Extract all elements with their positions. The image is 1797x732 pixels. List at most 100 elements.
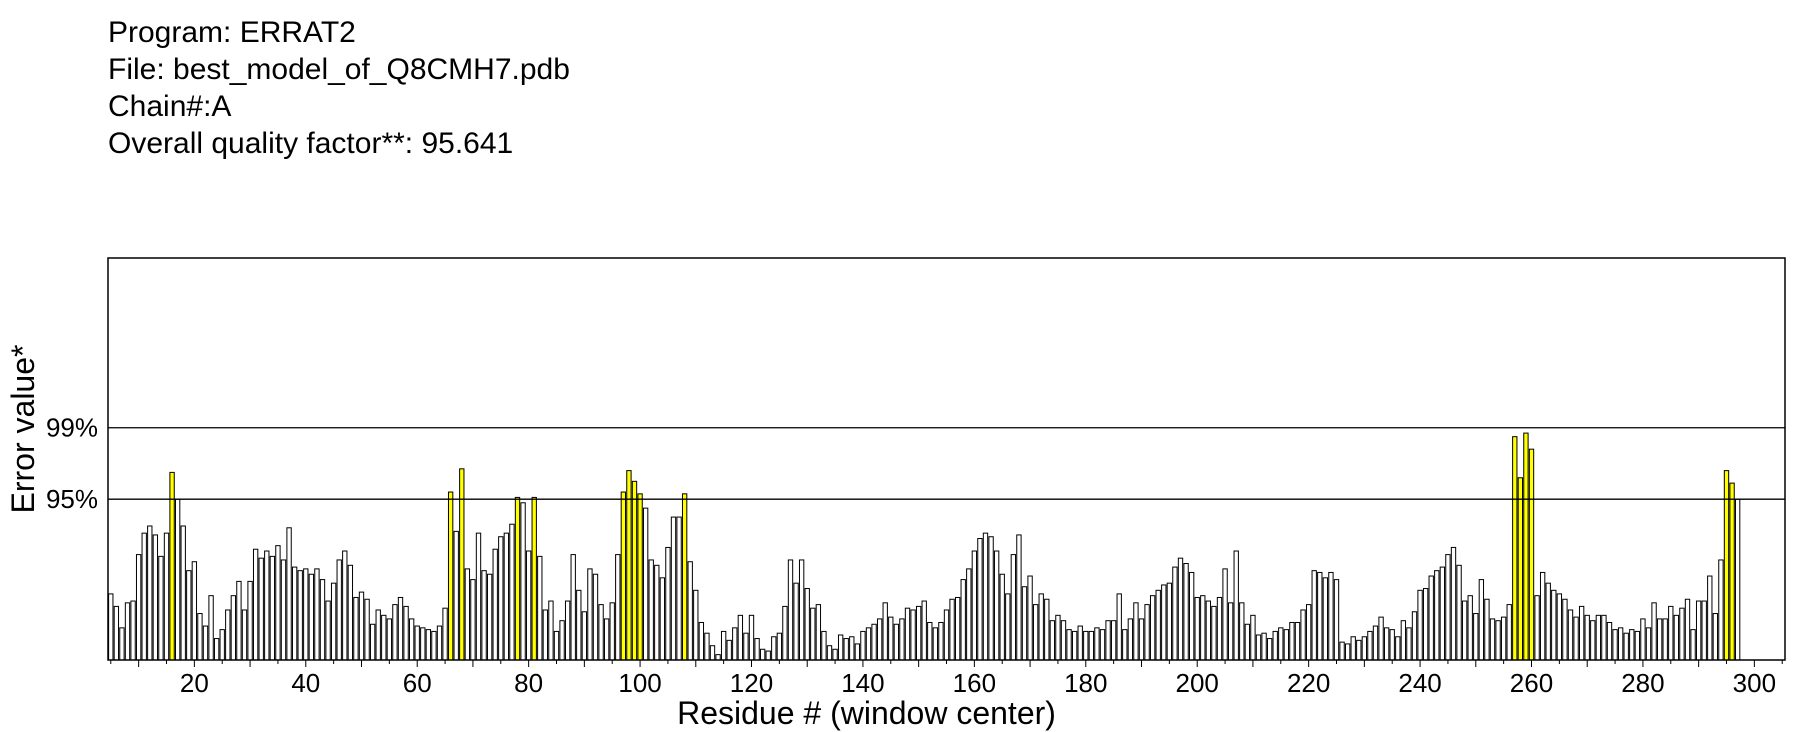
bar-residue-185 xyxy=(1110,620,1117,661)
bar-residue-221 xyxy=(1311,570,1317,661)
bar-residue-69 xyxy=(464,568,471,661)
bar-residue-126 xyxy=(782,605,788,661)
bar-residue-35 xyxy=(275,545,281,661)
x-tick-label-280: 280 xyxy=(1621,668,1664,698)
bar-residue-30 xyxy=(247,580,253,661)
bar-residue-101 xyxy=(642,507,649,661)
bar-residue-176 xyxy=(1060,620,1067,661)
bar-residue-41 xyxy=(308,573,315,661)
report-header: Program: ERRAT2 File: best_model_of_Q8CM… xyxy=(108,14,570,162)
x-tick-label-300: 300 xyxy=(1733,668,1776,698)
x-tick-label-40: 40 xyxy=(291,668,320,698)
bar-residue-20 xyxy=(191,561,198,661)
bar-residue-296 xyxy=(1729,482,1735,661)
bar-residue-92 xyxy=(592,573,599,661)
bar-residue-80 xyxy=(525,550,532,661)
bar-residue-52 xyxy=(369,623,376,661)
bar-residue-78 xyxy=(514,496,521,661)
bar-residue-186 xyxy=(1116,593,1122,661)
bar-residue-290 xyxy=(1695,600,1702,661)
bar-residue-135 xyxy=(832,648,838,661)
bar-residue-24 xyxy=(213,638,220,661)
bar-residue-223 xyxy=(1322,577,1329,661)
bar-residue-19 xyxy=(186,570,192,661)
bar-residue-196 xyxy=(1172,566,1178,661)
bar-residue-32 xyxy=(258,557,264,661)
bar-residue-46 xyxy=(336,559,342,661)
bar-residue-7 xyxy=(119,627,125,661)
bar-residue-5 xyxy=(108,593,114,661)
bar-residue-243 xyxy=(1434,570,1440,661)
bar-residue-74 xyxy=(492,548,498,661)
bar-residue-283 xyxy=(1656,618,1663,661)
bar-residue-18 xyxy=(180,525,186,661)
bar-residue-181 xyxy=(1088,630,1095,661)
bar-residue-127 xyxy=(787,559,794,661)
bar-residue-6 xyxy=(113,605,120,661)
bar-residue-40 xyxy=(303,568,309,661)
bar-residue-279 xyxy=(1634,630,1641,661)
bar-residue-139 xyxy=(854,643,861,661)
bar-residue-84 xyxy=(548,600,554,661)
bar-residue-117 xyxy=(732,627,738,661)
bar-residue-205 xyxy=(1222,568,1228,661)
bar-residue-62 xyxy=(425,629,432,661)
bar-residue-58 xyxy=(403,605,409,661)
bar-residue-51 xyxy=(364,598,370,661)
bar-residue-232 xyxy=(1372,625,1379,661)
bar-residue-212 xyxy=(1261,632,1267,661)
bar-residue-36 xyxy=(280,559,287,661)
bar-residue-163 xyxy=(988,536,994,661)
bar-residue-63 xyxy=(431,630,437,661)
bar-residue-152 xyxy=(927,621,933,661)
bar-residue-201 xyxy=(1200,595,1206,661)
bar-residue-162 xyxy=(982,532,989,661)
bar-residue-29 xyxy=(241,609,248,661)
bar-residue-253 xyxy=(1489,618,1496,661)
bar-residue-104 xyxy=(659,577,666,661)
reference-label-95: 95% xyxy=(46,484,98,514)
bar-residue-9 xyxy=(130,600,136,661)
bar-residue-97 xyxy=(620,491,627,661)
bar-residue-11 xyxy=(141,532,147,661)
bar-residue-289 xyxy=(1690,629,1696,661)
bar-residue-136 xyxy=(837,634,844,661)
bar-residue-141 xyxy=(865,627,872,661)
bar-residue-112 xyxy=(704,632,710,661)
bar-residue-17 xyxy=(174,498,181,661)
bar-residue-33 xyxy=(264,550,270,661)
x-axis-ticks: 20 40 60 80 100 120 140 160 180 200 220 240 260 280 30… xyxy=(110,660,1783,698)
bar-residue-93 xyxy=(598,604,604,661)
bar-residue-147 xyxy=(899,618,905,661)
bar-residue-56 xyxy=(392,604,398,661)
bar-residue-116 xyxy=(726,639,732,661)
bar-residue-257 xyxy=(1512,436,1518,661)
bar-residue-77 xyxy=(509,523,515,661)
bar-residue-76 xyxy=(503,532,510,661)
bar-residue-208 xyxy=(1239,602,1245,661)
bar-residue-70 xyxy=(470,579,476,661)
bar-residue-123 xyxy=(765,650,771,661)
bar-residue-91 xyxy=(587,568,593,661)
bar-residue-198 xyxy=(1183,563,1189,661)
bar-residue-106 xyxy=(670,516,677,661)
bar-residue-14 xyxy=(158,555,164,661)
bar-residue-68 xyxy=(459,468,465,661)
bar-residue-255 xyxy=(1500,616,1507,661)
bar-residue-125 xyxy=(776,632,783,661)
bar-residue-122 xyxy=(759,648,766,661)
bar-residue-249 xyxy=(1467,595,1473,661)
bar-residue-264 xyxy=(1551,589,1557,661)
bar-residue-244 xyxy=(1439,566,1446,661)
bar-residue-45 xyxy=(330,582,337,661)
bar-residue-222 xyxy=(1317,571,1323,661)
bar-residue-192 xyxy=(1149,595,1156,661)
bar-residue-156 xyxy=(949,598,955,661)
bar-residue-218 xyxy=(1294,621,1301,661)
bar-residue-233 xyxy=(1378,616,1384,661)
bar-residue-174 xyxy=(1049,620,1056,661)
bar-residue-146 xyxy=(893,623,900,661)
bar-residue-90 xyxy=(581,611,588,661)
bar-residue-102 xyxy=(648,559,654,661)
bar-residue-149 xyxy=(910,609,916,661)
